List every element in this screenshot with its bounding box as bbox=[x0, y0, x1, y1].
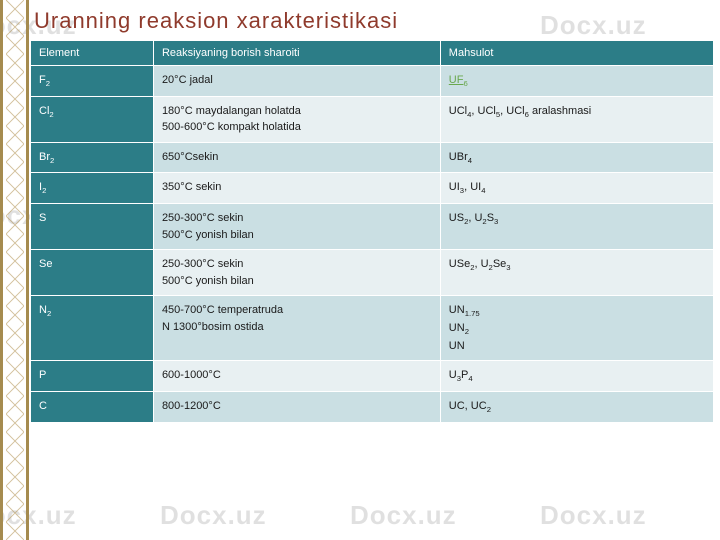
cell-product: UCl4, UCl5, UCl6 aralashmasi bbox=[440, 96, 713, 142]
cell-product: UC, UC2 bbox=[440, 391, 713, 422]
cell-element: P bbox=[31, 361, 154, 392]
cell-product: UBr4 bbox=[440, 142, 713, 173]
table-row: S250-300°C sekin500°C yonish bilanUS2, U… bbox=[31, 204, 714, 250]
col-product: Mahsulot bbox=[440, 41, 713, 66]
table-row: Br2650°CsekinUBr4 bbox=[31, 142, 714, 173]
cell-condition: 250-300°C sekin500°C yonish bilan bbox=[153, 204, 440, 250]
cell-condition: 450-700°C temperatrudaN 1300°bosim ostid… bbox=[153, 296, 440, 361]
cell-condition: 800-1200°C bbox=[153, 391, 440, 422]
table-row: I2350°C sekinUI3, UI4 bbox=[31, 173, 714, 204]
col-element: Element bbox=[31, 41, 154, 66]
page-title: Uranning reaksion xarakteristikasi bbox=[30, 6, 714, 40]
cell-product: UN1.75UN2UN bbox=[440, 296, 713, 361]
cell-product: USe2, U2Se3 bbox=[440, 250, 713, 296]
cell-element: F2 bbox=[31, 66, 154, 97]
table-row: C800-1200°CUC, UC2 bbox=[31, 391, 714, 422]
cell-condition: 350°C sekin bbox=[153, 173, 440, 204]
cell-product: UF6 bbox=[440, 66, 713, 97]
cell-element: Cl2 bbox=[31, 96, 154, 142]
cell-element: Se bbox=[31, 250, 154, 296]
col-condition: Reaksiyaning borish sharoiti bbox=[153, 41, 440, 66]
cell-element: S bbox=[31, 204, 154, 250]
cell-condition: 20°C jadal bbox=[153, 66, 440, 97]
table-row: N2450-700°C temperatrudaN 1300°bosim ost… bbox=[31, 296, 714, 361]
table-row: P600-1000°CU3P4 bbox=[31, 361, 714, 392]
cell-condition: 600-1000°C bbox=[153, 361, 440, 392]
cell-product: U3P4 bbox=[440, 361, 713, 392]
cell-element: N2 bbox=[31, 296, 154, 361]
cell-element: I2 bbox=[31, 173, 154, 204]
table-row: F220°C jadalUF6 bbox=[31, 66, 714, 97]
cell-product: US2, U2S3 bbox=[440, 204, 713, 250]
slide-content: Uranning reaksion xarakteristikasi Eleme… bbox=[30, 6, 714, 423]
cell-element: Br2 bbox=[31, 142, 154, 173]
cell-product: UI3, UI4 bbox=[440, 173, 713, 204]
cell-condition: 650°Csekin bbox=[153, 142, 440, 173]
reaction-table: Element Reaksiyaning borish sharoiti Mah… bbox=[30, 40, 714, 423]
table-header-row: Element Reaksiyaning borish sharoiti Mah… bbox=[31, 41, 714, 66]
table-row: Se250-300°C sekin500°C yonish bilanUSe2,… bbox=[31, 250, 714, 296]
table-row: Cl2180°C maydalangan holatda500-600°C ko… bbox=[31, 96, 714, 142]
table-body: F220°C jadalUF6Cl2180°C maydalangan hola… bbox=[31, 66, 714, 423]
left-decoration bbox=[0, 0, 30, 540]
cell-condition: 180°C maydalangan holatda500-600°C kompa… bbox=[153, 96, 440, 142]
cell-condition: 250-300°C sekin500°C yonish bilan bbox=[153, 250, 440, 296]
cell-element: C bbox=[31, 391, 154, 422]
